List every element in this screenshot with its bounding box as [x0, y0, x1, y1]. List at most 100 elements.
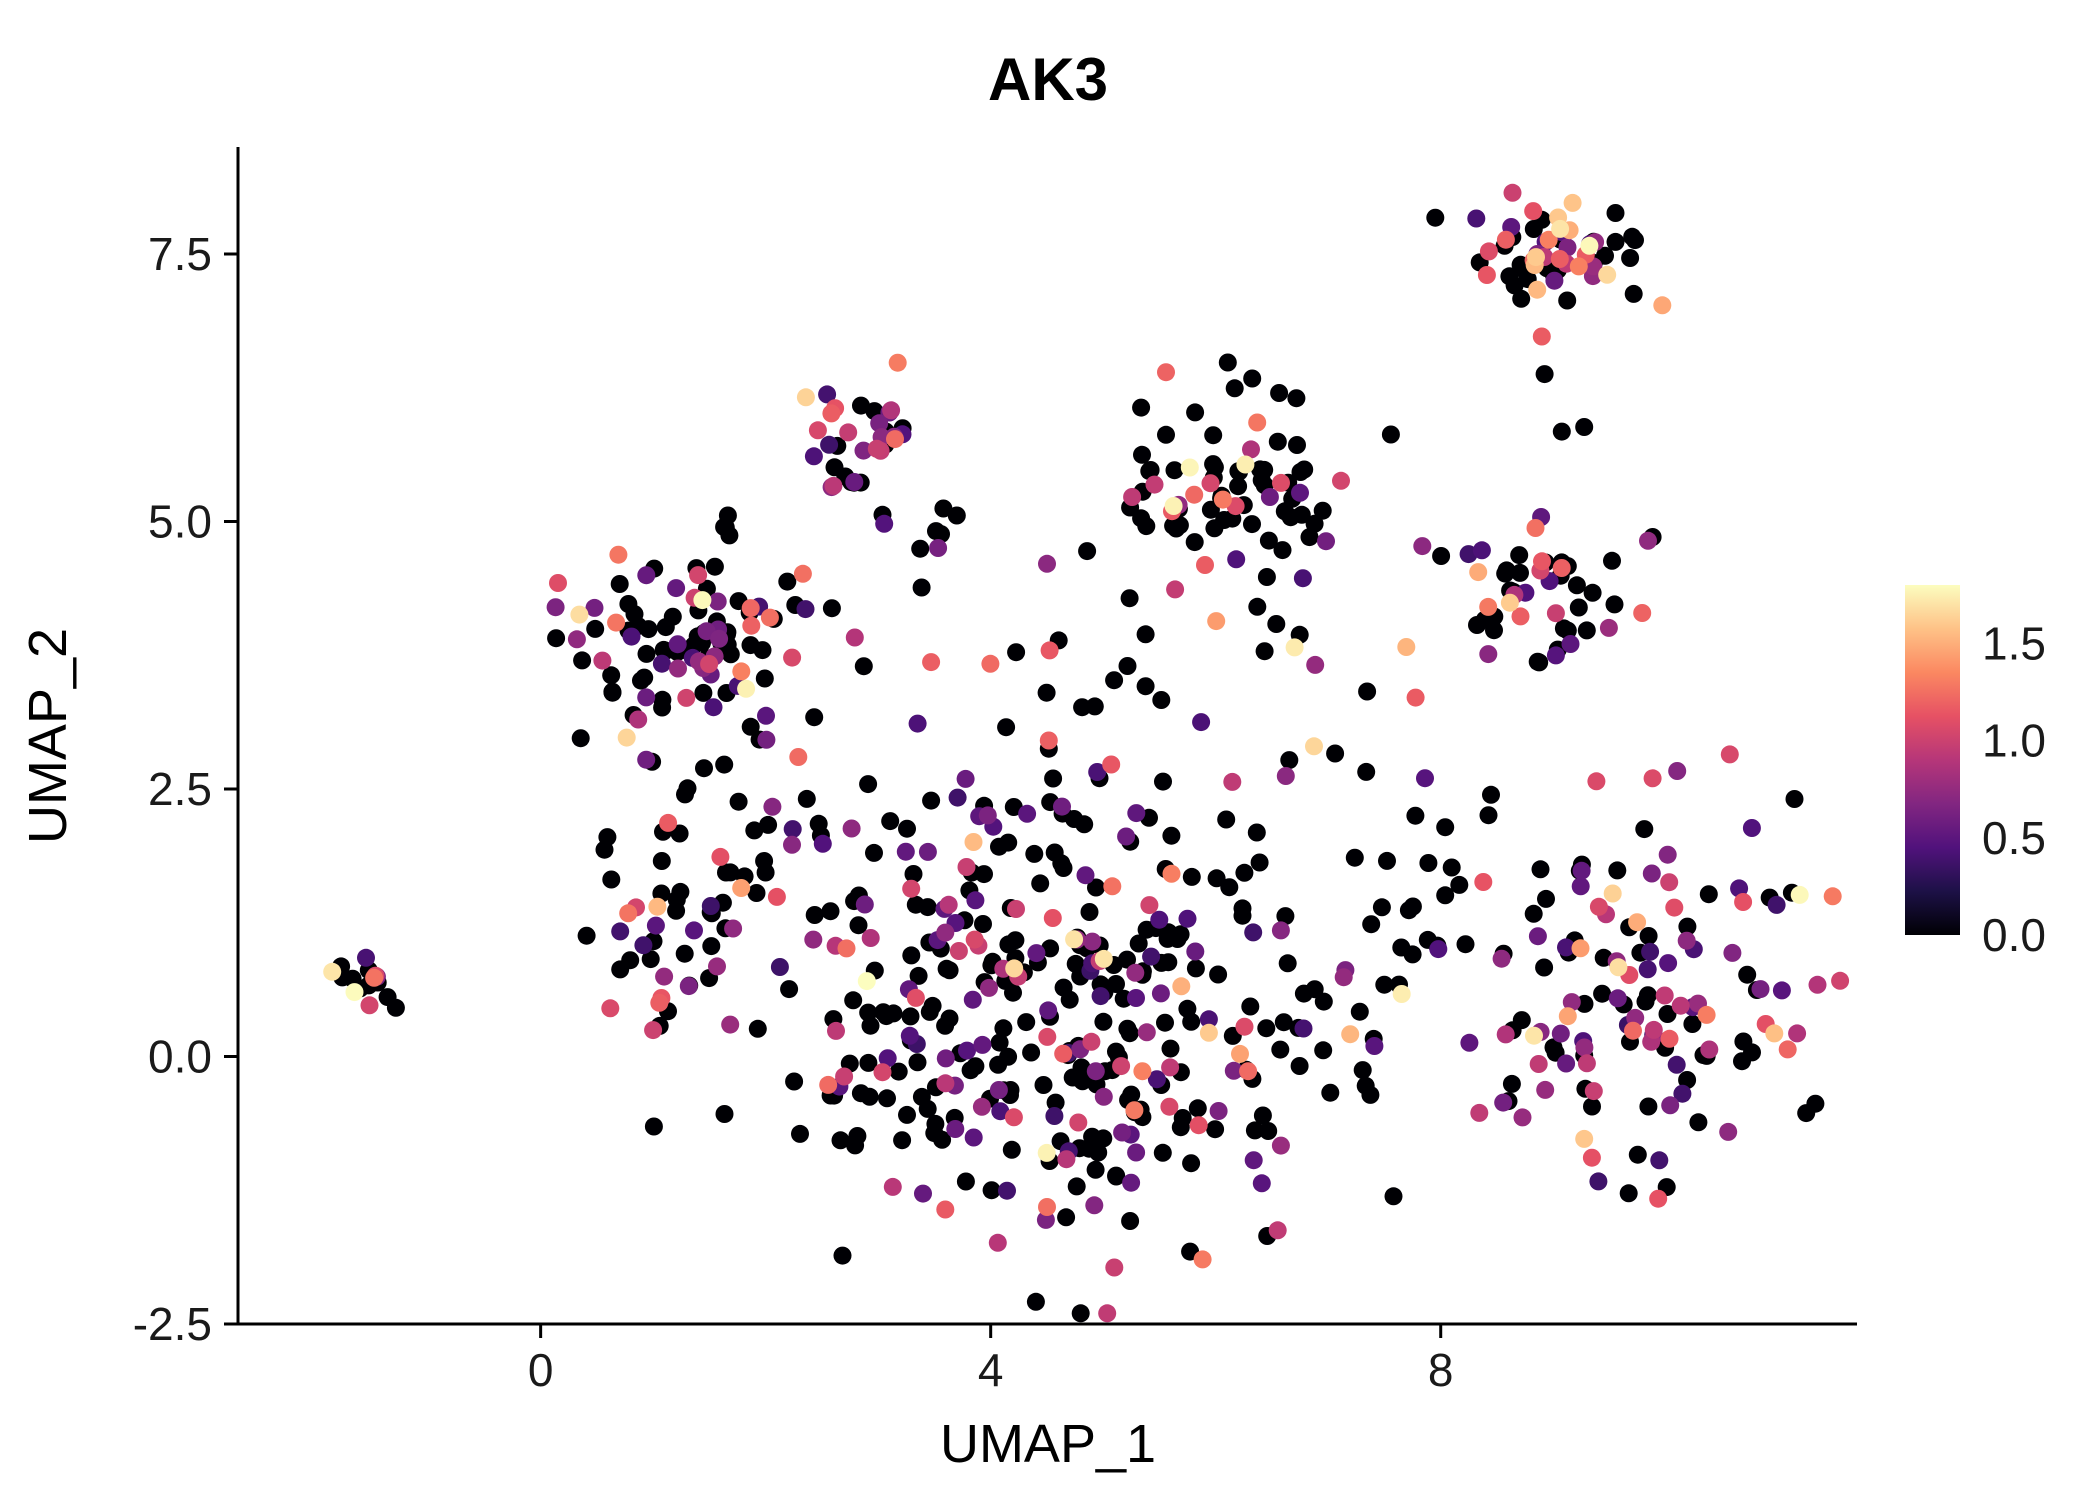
data-point [922, 653, 941, 672]
data-point [1552, 422, 1571, 441]
colorbar-tick-label: 0.0 [1982, 909, 2046, 961]
data-point [585, 598, 604, 617]
data-point [1243, 515, 1261, 534]
data-point [1526, 519, 1545, 537]
data-point [607, 613, 626, 632]
data-point [711, 847, 730, 866]
data-point [831, 1131, 850, 1150]
data-point [1257, 1019, 1276, 1038]
data-point [1038, 1198, 1056, 1216]
data-point [1186, 959, 1205, 978]
data-point [936, 1200, 955, 1219]
data-point [957, 858, 976, 876]
data-point [1133, 445, 1151, 464]
data-point [778, 572, 797, 591]
colorbar-gradient [1905, 585, 1960, 935]
data-point [1162, 864, 1181, 883]
data-point [635, 668, 654, 687]
x-tick-label: 8 [1428, 1344, 1454, 1396]
data-point [1166, 580, 1185, 599]
data-point [884, 1004, 903, 1023]
data-point [1831, 971, 1850, 990]
data-point [1291, 483, 1309, 502]
data-point [1436, 818, 1455, 837]
data-point [1118, 950, 1136, 969]
data-point [1083, 932, 1102, 951]
data-point [1007, 900, 1025, 918]
data-point [1209, 1102, 1228, 1120]
data-point [936, 1049, 955, 1068]
data-point [1314, 1041, 1333, 1060]
data-point [1161, 1039, 1180, 1058]
data-point [547, 629, 566, 648]
data-point [1154, 772, 1172, 791]
data-point [849, 916, 868, 935]
data-point [989, 1081, 1008, 1099]
data-point [929, 539, 948, 557]
data-point [1080, 903, 1099, 921]
data-point [1069, 1113, 1088, 1132]
data-point [1117, 827, 1136, 846]
data-point [1037, 683, 1056, 702]
data-point [1251, 460, 1270, 479]
data-point [852, 396, 870, 415]
data-point [873, 1063, 892, 1082]
data-point [601, 999, 620, 1018]
data-point [1080, 1139, 1099, 1158]
data-point [1182, 1154, 1201, 1173]
data-point [1790, 885, 1809, 904]
data-point [1196, 556, 1214, 574]
data-point [1257, 568, 1276, 586]
data-point [1537, 889, 1555, 908]
data-point [611, 922, 630, 941]
data-point [1126, 963, 1145, 982]
data-point [965, 930, 984, 949]
data-point [1511, 607, 1530, 626]
data-point [1071, 1304, 1090, 1323]
data-point [1005, 959, 1024, 978]
data-point [567, 630, 586, 649]
data-point [667, 579, 686, 598]
data-point [827, 1021, 845, 1040]
data-point [1274, 1013, 1293, 1032]
data-point [1778, 1040, 1797, 1059]
data-point [1765, 1024, 1784, 1043]
data-point [1076, 866, 1095, 885]
data-point [981, 654, 1000, 673]
data-point [1479, 597, 1498, 616]
data-point [1150, 910, 1169, 929]
data-point [1025, 844, 1044, 863]
data-point [956, 769, 975, 788]
data-point [1091, 987, 1110, 1006]
data-point [1633, 604, 1652, 622]
data-point [1580, 236, 1599, 255]
data-point [1147, 1070, 1166, 1089]
data-point [1287, 389, 1306, 408]
data-point [1733, 1052, 1751, 1071]
data-point [978, 806, 997, 825]
data-point [1527, 248, 1545, 267]
data-point [1153, 1143, 1172, 1162]
data-point [678, 779, 697, 798]
data-point [1598, 265, 1617, 284]
data-point [365, 968, 384, 987]
data-point [911, 539, 930, 558]
data-point [745, 821, 764, 840]
data-point [1575, 1129, 1594, 1148]
data-point [1531, 860, 1550, 879]
data-point [1655, 986, 1674, 1005]
data-point [1122, 1173, 1141, 1192]
data-point [634, 936, 653, 955]
data-point [655, 967, 674, 986]
data-point [700, 655, 719, 673]
data-point [1086, 1062, 1105, 1081]
data-point [1772, 981, 1791, 1000]
x-tick-label: 4 [978, 1344, 1004, 1396]
data-point [1026, 1292, 1045, 1311]
data-point [653, 690, 672, 709]
data-point [1199, 1023, 1218, 1042]
data-point [1642, 864, 1661, 883]
data-point [1492, 949, 1511, 968]
axes-layer: 0 4 8 -2.5 0.0 2.5 5.0 7.5 [133, 147, 1857, 1396]
